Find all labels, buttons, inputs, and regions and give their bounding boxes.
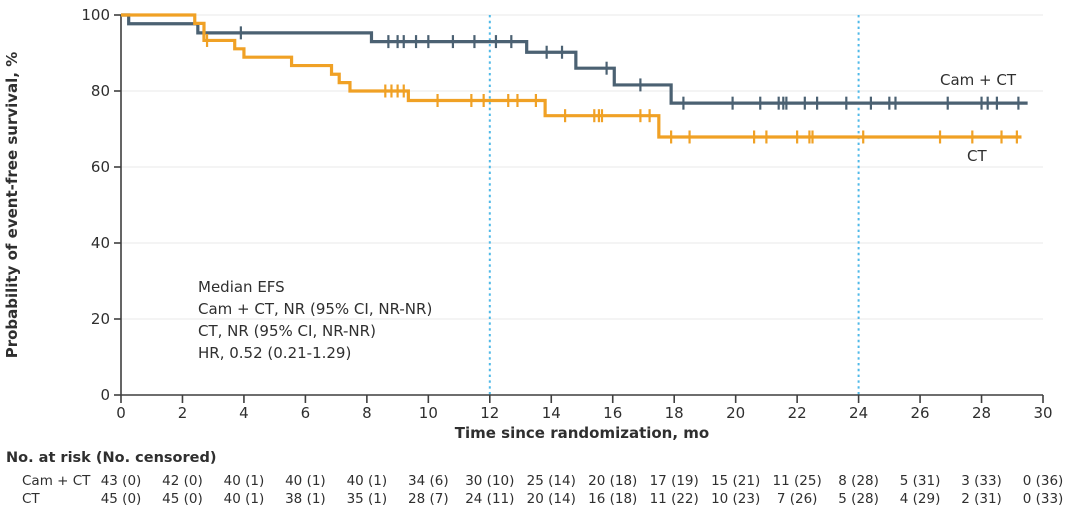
- risk-count-cam-ct: 5 (31): [900, 473, 941, 489]
- risk-row-label-ct: CT: [22, 491, 40, 507]
- y-tick-label: 40: [91, 234, 110, 252]
- risk-count-cam-ct: 43 (0): [101, 473, 142, 489]
- risk-count-ct: 10 (23): [711, 491, 760, 507]
- y-axis-title: Probability of event-free survival, %: [3, 52, 21, 359]
- risk-count-ct: 11 (22): [650, 491, 699, 507]
- risk-count-ct: 2 (31): [961, 491, 1002, 507]
- risk-count-cam-ct: 30 (10): [465, 473, 514, 489]
- series-label-ct: CT: [967, 147, 987, 165]
- risk-count-ct: 7 (26): [777, 491, 818, 507]
- risk-count-cam-ct: 17 (19): [650, 473, 699, 489]
- risk-count-ct: 20 (14): [527, 491, 576, 507]
- km-curve-ct: [121, 13, 1022, 139]
- risk-count-cam-ct: 40 (1): [224, 473, 265, 489]
- y-tick-label: 0: [100, 386, 110, 404]
- risk-count-cam-ct: 20 (18): [588, 473, 637, 489]
- x-tick-label: 26: [911, 404, 930, 422]
- x-tick-label: 14: [542, 404, 561, 422]
- x-tick-label: 24: [849, 404, 868, 422]
- x-axis-title: Time since randomization, mo: [455, 424, 709, 442]
- risk-count-ct: 40 (1): [224, 491, 265, 507]
- y-tick-label: 80: [91, 82, 110, 100]
- annotation-ct-ci: CT, NR (95% CI, NR-NR): [198, 322, 376, 340]
- x-tick-label: 30: [1033, 404, 1052, 422]
- x-tick-label: 0: [116, 404, 126, 422]
- annotation-camct-ci: Cam + CT, NR (95% CI, NR-NR): [198, 300, 432, 318]
- risk-count-cam-ct: 3 (33): [961, 473, 1002, 489]
- risk-count-cam-ct: 8 (28): [838, 473, 879, 489]
- risk-count-cam-ct: 40 (1): [285, 473, 326, 489]
- risk-row-label-cam-ct: Cam + CT: [22, 473, 91, 489]
- y-tick-label: 100: [81, 6, 110, 24]
- risk-count-ct: 35 (1): [347, 491, 388, 507]
- risk-count-ct: 45 (0): [162, 491, 203, 507]
- risk-count-ct: 24 (11): [465, 491, 514, 507]
- x-tick-label: 20: [726, 404, 745, 422]
- risk-count-ct: 28 (7): [408, 491, 449, 507]
- risk-count-ct: 16 (18): [588, 491, 637, 507]
- annotation-hazard-ratio: HR, 0.52 (0.21-1.29): [198, 344, 351, 362]
- x-tick-label: 10: [419, 404, 438, 422]
- risk-count-cam-ct: 42 (0): [162, 473, 203, 489]
- risk-count-ct: 0 (33): [1023, 491, 1064, 507]
- risk-count-ct: 4 (29): [900, 491, 941, 507]
- risk-count-cam-ct: 25 (14): [527, 473, 576, 489]
- annotation-median-efs: Median EFS: [198, 278, 285, 296]
- km-curve-cam-ct: [121, 13, 1028, 105]
- x-tick-label: 8: [362, 404, 372, 422]
- risk-count-cam-ct: 34 (6): [408, 473, 449, 489]
- risk-count-cam-ct: 40 (1): [347, 473, 388, 489]
- risk-count-cam-ct: 11 (25): [773, 473, 822, 489]
- risk-count-cam-ct: 15 (21): [711, 473, 760, 489]
- x-tick-label: 4: [239, 404, 249, 422]
- x-tick-label: 18: [665, 404, 684, 422]
- x-tick-label: 22: [788, 404, 807, 422]
- risk-count-ct: 45 (0): [101, 491, 142, 507]
- risk-table-header: No. at risk (No. censored): [6, 450, 216, 466]
- series-label-cam-ct: Cam + CT: [940, 71, 1017, 89]
- x-tick-label: 28: [972, 404, 991, 422]
- x-tick-label: 16: [603, 404, 622, 422]
- x-tick-label: 2: [178, 404, 188, 422]
- x-tick-label: 12: [480, 404, 499, 422]
- y-tick-label: 60: [91, 158, 110, 176]
- risk-count-ct: 5 (28): [838, 491, 879, 507]
- risk-count-cam-ct: 0 (36): [1023, 473, 1064, 489]
- y-tick-label: 20: [91, 310, 110, 328]
- risk-count-ct: 38 (1): [285, 491, 326, 507]
- x-tick-label: 6: [301, 404, 311, 422]
